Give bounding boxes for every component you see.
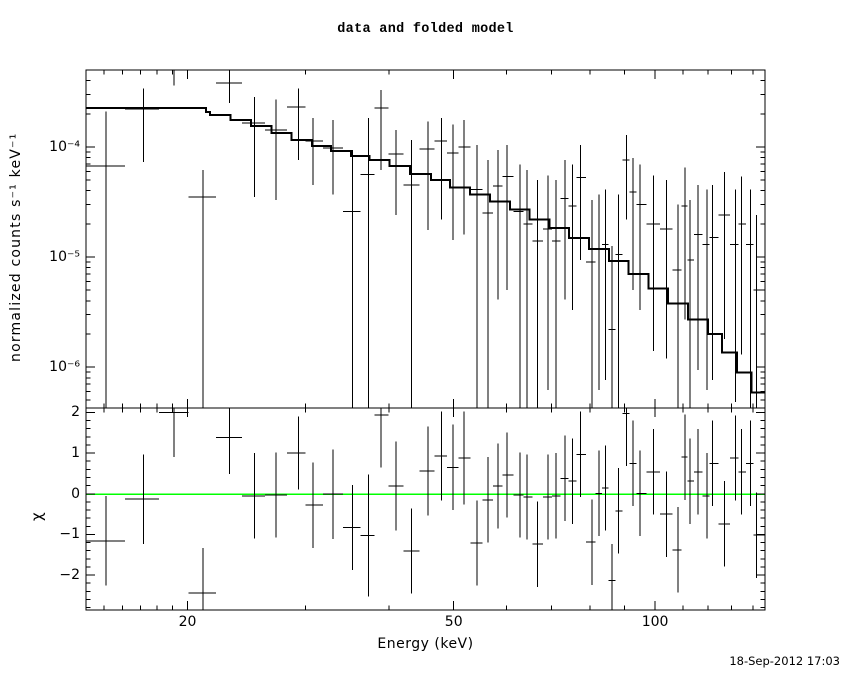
- residual-errorbars: [86, 408, 765, 610]
- x-tick-label-50: 50: [444, 614, 463, 630]
- chi-tick-label-−1: −1: [59, 526, 80, 543]
- x-axis-label: Energy (keV): [377, 636, 474, 652]
- y-axis-label-counts: normalized counts s⁻¹ keV⁻¹: [8, 132, 24, 362]
- residual-panel-frame: [85, 407, 766, 611]
- chi-tick-label-−2: −2: [59, 567, 80, 584]
- y-tick-label-10⁻⁶: 10⁻⁶: [49, 359, 80, 376]
- chi-tick-label-1: 1: [71, 445, 80, 462]
- y-tick-label-10⁻⁴: 10⁻⁴: [49, 138, 80, 155]
- folded-model-line: [86, 107, 765, 394]
- axis-ticks: [86, 70, 765, 610]
- spectrum-errorbars: [86, 69, 765, 408]
- spectrum-panel-frame: [85, 69, 766, 409]
- y-axis-label-chi: χ: [28, 512, 46, 521]
- y-tick-label-10⁻⁵: 10⁻⁵: [49, 249, 80, 266]
- x-tick-label-20: 20: [178, 614, 197, 630]
- chi-tick-label-2: 2: [71, 404, 80, 421]
- chi-tick-label-0: 0: [71, 485, 80, 502]
- plot-title: data and folded model: [337, 22, 514, 37]
- timestamp: 18-Sep-2012 17:03: [729, 654, 840, 668]
- x-tick-label-100: 100: [641, 614, 669, 630]
